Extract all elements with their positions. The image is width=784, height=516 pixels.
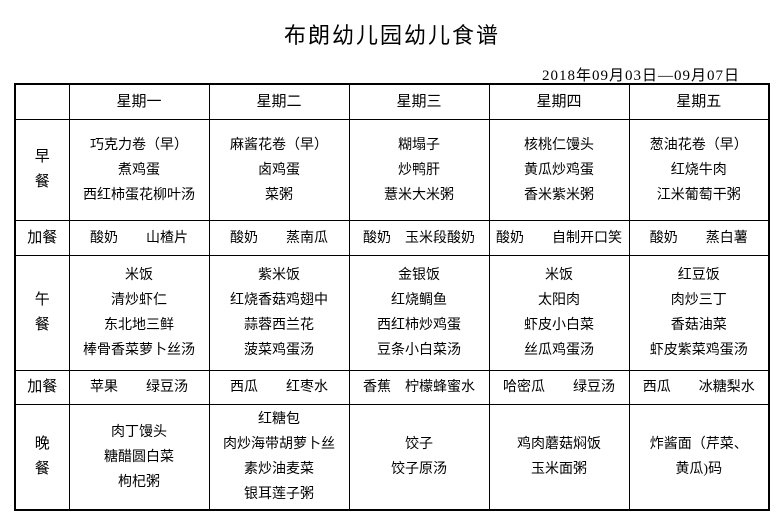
menu-cell-dinner-wednesday: 饺子 饺子原汤 [348,404,490,511]
header-row: 星期一 星期二 星期三 星期四 星期五 [14,83,770,120]
menu-cell-lunch-tuesday: 紫米饭 红烧香菇鸡翅中 蒜蓉西兰花 菠菜鸡蛋汤 [208,255,350,371]
menu-cell-snack2-tuesday: 西瓜 红枣水 [208,370,350,405]
menu-cell-snack1-tuesday: 酸奶 蒸南瓜 [208,220,350,256]
row-label-afternoon-snack: 加餐 [14,370,70,405]
menu-cell-breakfast-thursday: 核桃仁馒头 黄瓜炒鸡蛋 香米紫米粥 [488,119,630,221]
day-header-friday: 星期五 [628,83,770,120]
row-label-dinner: 晚 餐 [14,404,70,511]
afternoon-snack-row: 加餐 苹果 绿豆汤 西瓜 红枣水 香蕉 柠檬蜂蜜水 哈密瓜 绿豆汤 西瓜 冰糖梨… [14,370,770,405]
day-header-monday: 星期一 [68,83,210,120]
menu-cell-snack2-wednesday: 香蕉 柠檬蜂蜜水 [348,370,490,405]
morning-snack-row: 加餐 酸奶 山楂片 酸奶 蒸南瓜 酸奶 玉米段酸奶 酸奶 自制开口笑 酸奶 蒸白… [14,220,770,256]
breakfast-row: 早 餐 巧克力卷（早） 煮鸡蛋 西红柿蛋花柳叶汤 麻酱花卷（早） 卤鸡蛋 菜粥 … [14,119,770,221]
corner-cell [14,83,70,120]
menu-cell-dinner-friday: 炸酱面（芹菜、 黄瓜)码 [628,404,770,511]
menu-cell-snack1-monday: 酸奶 山楂片 [68,220,210,256]
menu-cell-dinner-thursday: 鸡肉蘑菇焖饭 玉米面粥 [488,404,630,511]
menu-cell-snack1-friday: 酸奶 蒸白薯 [628,220,770,256]
row-label-breakfast: 早 餐 [14,119,70,221]
day-header-thursday: 星期四 [488,83,630,120]
menu-cell-snack1-thursday: 酸奶 自制开口笑 [488,220,630,256]
row-label-morning-snack: 加餐 [14,220,70,256]
menu-table: 星期一 星期二 星期三 星期四 星期五 早 餐 巧克力卷（早） 煮鸡蛋 西红柿蛋… [14,83,770,511]
menu-cell-breakfast-monday: 巧克力卷（早） 煮鸡蛋 西红柿蛋花柳叶汤 [68,119,210,221]
menu-cell-snack2-monday: 苹果 绿豆汤 [68,370,210,405]
menu-cell-lunch-monday: 米饭 清炒虾仁 东北地三鲜 棒骨香菜萝卜丝汤 [68,255,210,371]
day-header-wednesday: 星期三 [348,83,490,120]
lunch-row: 午 餐 米饭 清炒虾仁 东北地三鲜 棒骨香菜萝卜丝汤 紫米饭 红烧香菇鸡翅中 蒜… [14,255,770,371]
menu-cell-dinner-monday: 肉丁馒头 糖醋圆白菜 枸杞粥 [68,404,210,511]
date-range: 2018年09月03日—09月07日 [541,68,740,84]
dinner-row: 晚 餐 肉丁馒头 糖醋圆白菜 枸杞粥 红糖包 肉炒海带胡萝卜丝 素炒油麦菜 银耳… [14,404,770,511]
menu-cell-dinner-tuesday: 红糖包 肉炒海带胡萝卜丝 素炒油麦菜 银耳莲子粥 [208,404,350,511]
menu-cell-lunch-friday: 红豆饭 肉炒三丁 香菇油菜 虾皮紫菜鸡蛋汤 [628,255,770,371]
menu-cell-breakfast-friday: 葱油花卷（早） 红烧牛肉 江米葡萄干粥 [628,119,770,221]
menu-cell-snack2-thursday: 哈密瓜 绿豆汤 [488,370,630,405]
menu-cell-snack2-friday: 西瓜 冰糖梨水 [628,370,770,405]
menu-cell-breakfast-tuesday: 麻酱花卷（早） 卤鸡蛋 菜粥 [208,119,350,221]
row-label-lunch: 午 餐 [14,255,70,371]
menu-cell-lunch-wednesday: 金银饭 红烧鲷鱼 西红柿炒鸡蛋 豆条小白菜汤 [348,255,490,371]
menu-cell-lunch-thursday: 米饭 太阳肉 虾皮小白菜 丝瓜鸡蛋汤 [488,255,630,371]
day-header-tuesday: 星期二 [208,83,350,120]
menu-cell-snack1-wednesday: 酸奶 玉米段酸奶 [348,220,490,256]
menu-cell-breakfast-wednesday: 糊塌子 炒鸭肝 薏米大米粥 [348,119,490,221]
page-title: 布朗幼儿园幼儿食谱 [283,23,500,48]
